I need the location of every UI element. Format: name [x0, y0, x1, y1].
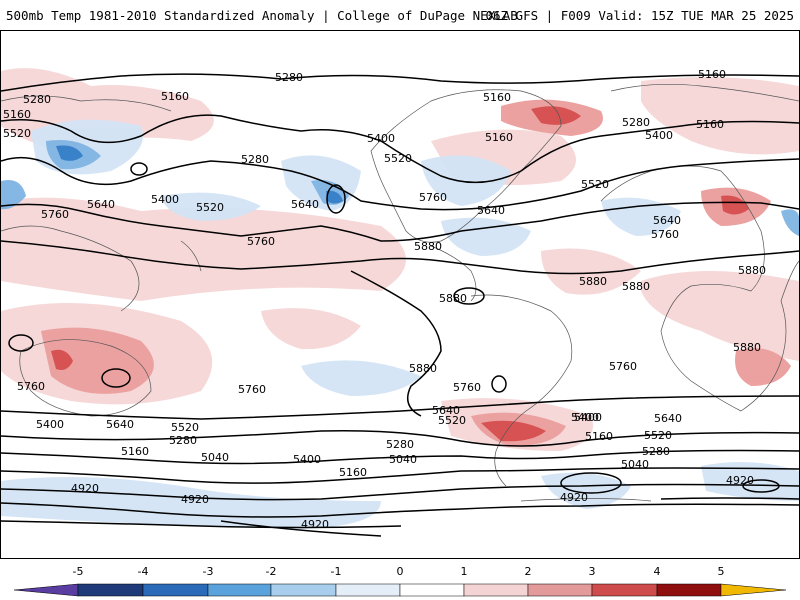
contour-label: 5160	[339, 466, 367, 479]
contour-label: 5760	[247, 235, 275, 248]
contour-label-extra: 4920	[726, 474, 754, 487]
contour-label: 4920	[301, 518, 329, 531]
contour-label: 5760	[453, 381, 481, 394]
contour-label: 4920	[181, 493, 209, 506]
contour-label: 5160	[698, 68, 726, 81]
contour-label: 5520	[581, 178, 609, 191]
header: 500mb Temp 1981-2010 Standardized Anomal…	[0, 0, 800, 30]
contour-label: 5760	[17, 380, 45, 393]
contour-label: 5040	[201, 451, 229, 464]
contour-label: 5400	[151, 193, 179, 206]
contour-label: 5040	[621, 458, 649, 471]
height-contours	[1, 73, 799, 537]
contour-label: 5160	[485, 131, 513, 144]
contour-label: 5160	[121, 445, 149, 458]
contour-label: 5280	[275, 71, 303, 84]
contour-label: 5880	[738, 264, 766, 277]
contour-label: 5400	[571, 411, 599, 424]
contour-label: 5640	[432, 404, 460, 417]
contour-labels: 5280 5160 5280 5520 5160 5400 5520 5280 …	[3, 68, 766, 531]
map-canvas: 5280 5160 5280 5520 5160 5400 5520 5280 …	[1, 68, 799, 537]
contour-label: 4920	[71, 482, 99, 495]
contour-label: 5880	[733, 341, 761, 354]
colorbar-tick-label: 5	[717, 565, 725, 578]
model-run-info: 06Z GFS | F009 Valid: 15Z TUE MAR 25 202…	[485, 8, 794, 23]
contour-label: 5160	[161, 90, 189, 103]
colorbar-tick-label: -1	[330, 565, 342, 578]
coastlines	[1, 84, 799, 502]
colorbar-tick-label: -2	[265, 565, 277, 578]
contour-label: 4920	[560, 491, 588, 504]
colorbar-tick-label: 0	[396, 565, 404, 578]
contour-label: 5760	[609, 360, 637, 373]
contour-label: 5280	[622, 116, 650, 129]
contour-label: 5520	[171, 421, 199, 434]
contour-label: 5280	[169, 434, 197, 447]
map-title: 500mb Temp 1981-2010 Standardized Anomal…	[6, 8, 518, 23]
contour-label: 5280	[23, 93, 51, 106]
colorbar-tick-label: 1	[460, 565, 468, 578]
contour-label: 5640	[654, 412, 682, 425]
contour-label: 5160	[3, 108, 31, 121]
contour-label: 5160	[483, 91, 511, 104]
colorbar-gradient	[13, 583, 787, 597]
contour-label: 5880	[579, 275, 607, 288]
contour-label: 5640	[653, 214, 681, 227]
contour-label: 5520	[3, 127, 31, 140]
contour-label: 5520	[644, 429, 672, 442]
weather-map[interactable]: 5280 5160 5280 5520 5160 5400 5520 5280 …	[0, 30, 800, 559]
contour-label: 5400	[36, 418, 64, 431]
contour-label: 5280	[386, 438, 414, 451]
contour-label: 5520	[196, 201, 224, 214]
contour-label: 5760	[238, 383, 266, 396]
contour-label: 5760	[651, 228, 679, 241]
colorbar-tick-label: -3	[202, 565, 214, 578]
contour-label: 5880	[622, 280, 650, 293]
contour-label: 5400	[367, 132, 395, 145]
colorbar-tick-label: 3	[588, 565, 596, 578]
colorbar-tick-label: -5	[72, 565, 84, 578]
contour-label: 5880	[439, 292, 467, 305]
contour-label: 5160	[585, 430, 613, 443]
colorbar-tick-label: -4	[137, 565, 149, 578]
contour-label: 5520	[384, 152, 412, 165]
contour-label: 5520	[438, 414, 466, 427]
contour-label: 5160	[696, 118, 724, 131]
contour-label: 5880	[409, 362, 437, 375]
contour-label: 5640	[291, 198, 319, 211]
contour-label: 5280	[642, 445, 670, 458]
contour-label: 5040	[389, 453, 417, 466]
colorbar-tick-label: 2	[524, 565, 532, 578]
contour-label: 5880	[414, 240, 442, 253]
contour-label: 5640	[87, 198, 115, 211]
cool-anomaly-shading	[1, 119, 799, 529]
contour-label: 5640	[106, 418, 134, 431]
contour-label: 5760	[419, 191, 447, 204]
contour-label: 5400	[574, 411, 602, 424]
contour-label: 5400	[645, 129, 673, 142]
contour-label: 5640	[477, 204, 505, 217]
warm-anomaly-shading	[1, 68, 799, 451]
contour-label: 5280	[241, 153, 269, 166]
contour-label: 5400	[293, 453, 321, 466]
colorbar-legend: -5 -4 -3 -2 -1 0 1 2 3 4 5	[0, 565, 800, 600]
contour-label: 5760	[41, 208, 69, 221]
colorbar-tick-label: 4	[653, 565, 661, 578]
